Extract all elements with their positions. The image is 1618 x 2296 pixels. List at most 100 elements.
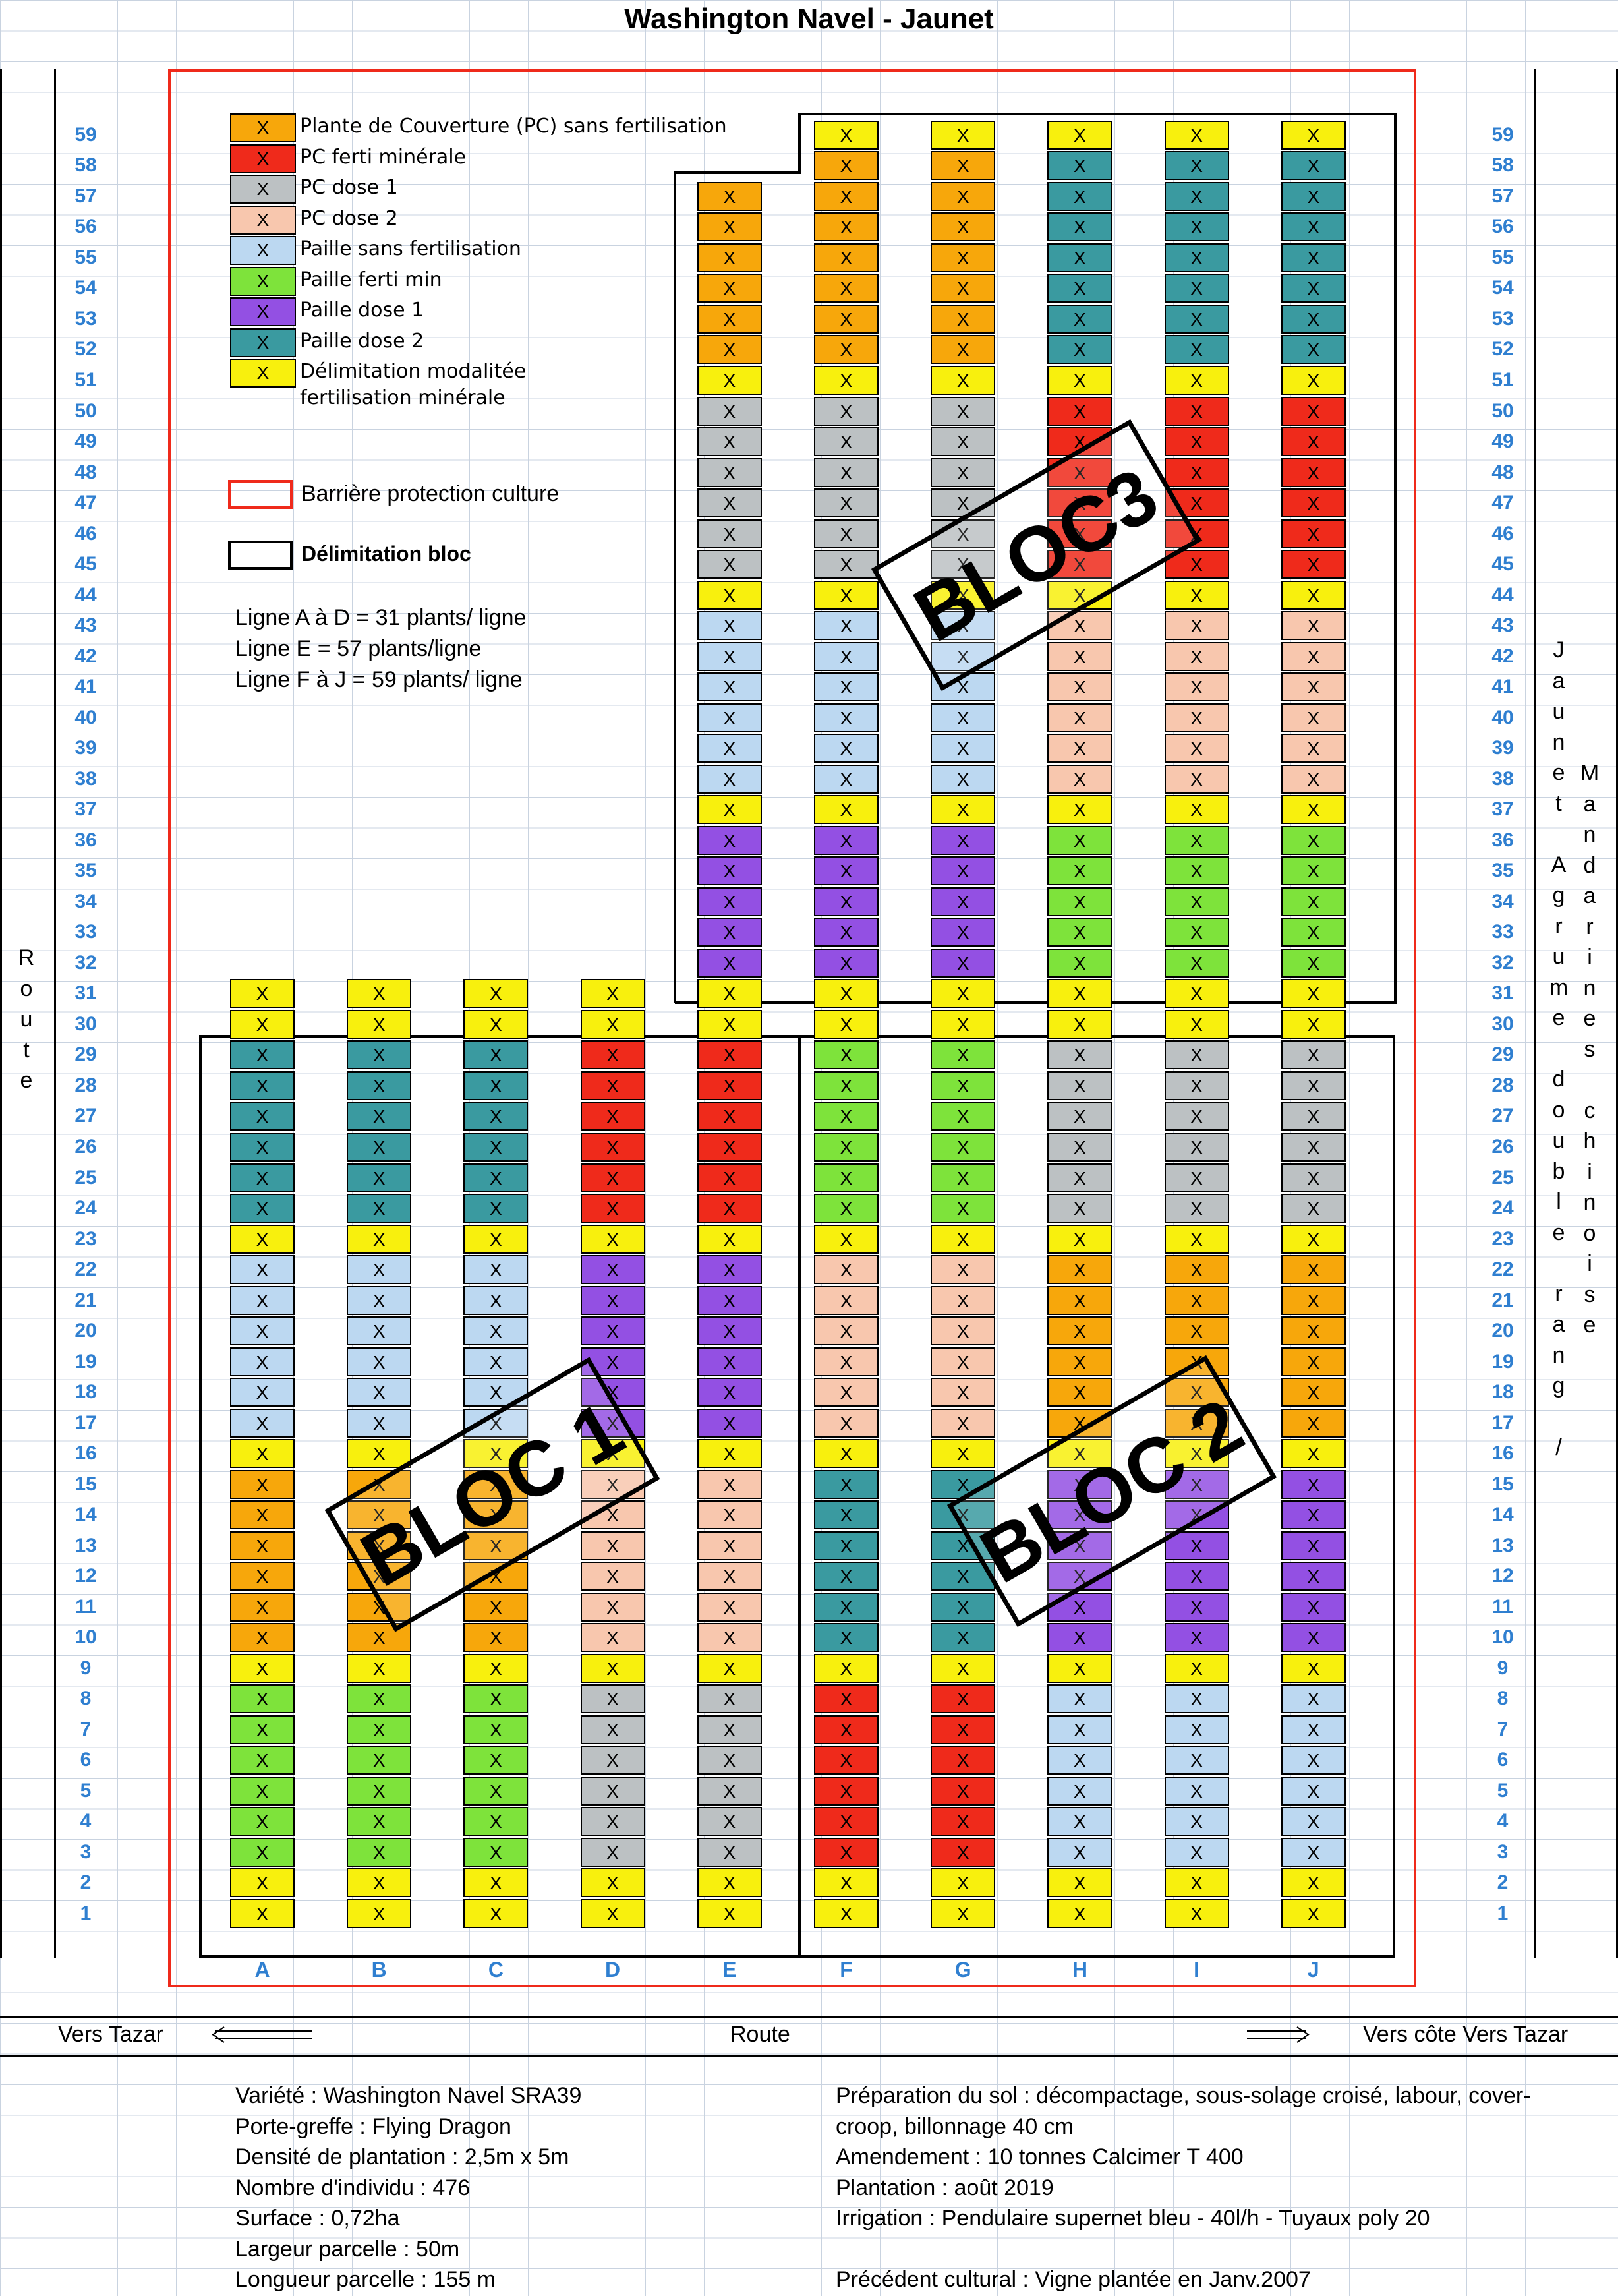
plant-cell: X [463,1224,529,1254]
row-number: 51 [1491,369,1514,391]
plant-cell: X [580,1040,645,1070]
plant-cell: X [1047,1776,1112,1806]
plant-cell: X [814,611,879,641]
row-number: 33 [1491,921,1514,943]
plant-cell: X [580,1102,645,1131]
plant-cell: X [1281,212,1346,242]
plant-cell: X [814,580,879,610]
plant-cell: X [347,1746,412,1775]
plant-cell: X [697,1040,762,1070]
plant-cell: X [347,1623,412,1653]
plant-cell: X [347,1562,412,1591]
vertical-letter: t [1555,790,1562,816]
plant-cell: X [1164,1653,1229,1683]
plant-cell: X [463,1807,529,1837]
plant-cell: X [931,519,996,548]
plant-cell: X [580,1868,645,1898]
plant-cell: X [1281,1009,1346,1039]
plant-cell: X [697,550,762,579]
plant-cell: X [1281,304,1346,334]
plant-cell: X [1281,519,1346,548]
barrier-legend-swatch [228,480,293,509]
right-side-line-outer [1616,69,1618,1958]
plant-cell: X [347,1592,412,1622]
plant-cell: X [1281,1684,1346,1714]
vertical-letter: M [1580,761,1600,786]
plant-cell: X [1047,550,1112,579]
info-line: Variété : Washington Navel SRA39 [235,2083,582,2108]
row-number: 8 [80,1688,92,1710]
legend-label: Délimitation modalitée [300,360,527,383]
row-number: 10 [1491,1626,1514,1649]
vertical-letter [1546,1248,1572,1279]
plant-cell: X [814,335,879,365]
left-road-line-outer [0,69,2,1958]
plant-cell: X [814,1746,879,1775]
vertical-letter: r [1586,914,1594,939]
row-number: 18 [1491,1381,1514,1403]
road-right-label: Vers côte Vers Tazar [1363,2022,1569,2047]
row-number: 55 [1491,246,1514,268]
plant-cell: X [931,1746,996,1775]
plant-cell: X [1281,1285,1346,1315]
plant-cell: X [931,366,996,395]
plant-cell: X [230,1316,295,1346]
plant-cell: X [580,1009,645,1039]
plant-cell: X [697,948,762,978]
plant-cell: X [347,1163,412,1192]
plant-cell: X [697,641,762,671]
plant-cell: X [1047,181,1112,211]
plant-cell: X [580,1776,645,1806]
note-line-a-d: Ligne A à D = 31 plants/ ligne [235,605,527,630]
plant-cell: X [1164,550,1229,579]
vertical-letter: n [1552,1342,1565,1368]
plant-cell: X [347,1469,412,1499]
plant-cell: X [580,1531,645,1560]
plant-cell: X [1047,1194,1112,1223]
plant-cell: X [347,1285,412,1315]
plant-cell: X [580,1408,645,1438]
plant-cell: X [697,1562,762,1591]
plant-cell: X [1047,703,1112,732]
row-number: 19 [74,1350,97,1372]
plant-cell: X [580,1071,645,1100]
vertical-letter: n [1583,1190,1596,1216]
plant-cell: X [931,1500,996,1530]
plant-cell: X [1281,1102,1346,1131]
vertical-letter: h [1583,1129,1596,1154]
plant-cell: X [1164,1224,1229,1254]
plant-cell: X [1164,366,1229,395]
plant-cell: X [1164,856,1229,886]
plant-cell: X [697,1653,762,1683]
plant-cell: X [1164,457,1229,487]
plant-cell: X [931,1653,996,1683]
plant-cell: X [1164,181,1229,211]
row-number: 14 [74,1504,97,1526]
plant-cell: X [463,1500,529,1530]
vertical-letter: e [1552,1220,1565,1245]
plant-cell: X [814,1285,879,1315]
plant-cell: X [697,1071,762,1100]
row-number: 54 [1491,277,1514,299]
plant-cell: X [580,1623,645,1653]
plant-cell: X [814,1194,879,1223]
plant-cell: X [931,457,996,487]
plant-cell: X [931,734,996,763]
plant-cell: X [580,1316,645,1346]
plant-cell: X [931,703,996,732]
row-number: 20 [74,1320,97,1342]
plant-cell: X [931,274,996,303]
plant-cell: X [347,1439,412,1469]
note-line-f-j: Ligne F à J = 59 plants/ ligne [235,667,523,692]
plant-cell: X [814,1592,879,1622]
plant-cell: X [1047,734,1112,763]
plant-cell: X [814,1684,879,1714]
plant-cell: X [814,1899,879,1928]
plant-cell: X [1281,1562,1346,1591]
plant-cell: X [814,1347,879,1376]
column-label: C [488,1958,504,1982]
plant-cell: X [230,1746,295,1775]
row-number: 56 [1491,216,1514,238]
plant-cell: X [1164,1071,1229,1100]
column-label: G [954,1958,971,1982]
